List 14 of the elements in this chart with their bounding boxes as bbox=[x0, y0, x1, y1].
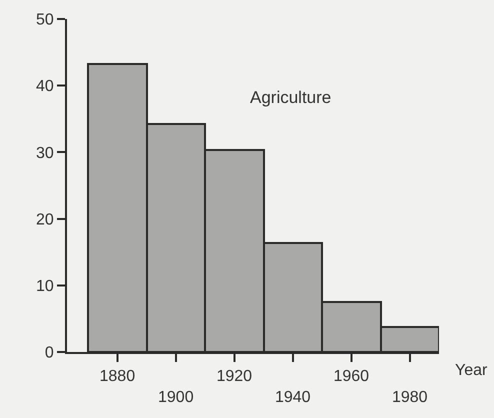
y-tick-label: 50 bbox=[36, 12, 54, 29]
x-axis-title: Year bbox=[455, 362, 488, 379]
annotation: Agriculture bbox=[250, 88, 332, 107]
x-tick-label: 1920 bbox=[216, 368, 252, 386]
y-tick-label: 40 bbox=[36, 78, 54, 96]
y-tick-label: 30 bbox=[36, 144, 54, 162]
y-tick-label: 10 bbox=[36, 278, 54, 295]
x-tick-label: 1960 bbox=[333, 368, 370, 386]
x-tick-label: 1880 bbox=[100, 368, 136, 386]
x-tick-label: 1980 bbox=[392, 389, 428, 406]
x-tick-label: 1900 bbox=[158, 389, 194, 406]
y-tick-label: 0 bbox=[44, 344, 54, 362]
y-tick-label: 20 bbox=[36, 211, 54, 228]
x-tick-label: 1940 bbox=[274, 389, 311, 406]
